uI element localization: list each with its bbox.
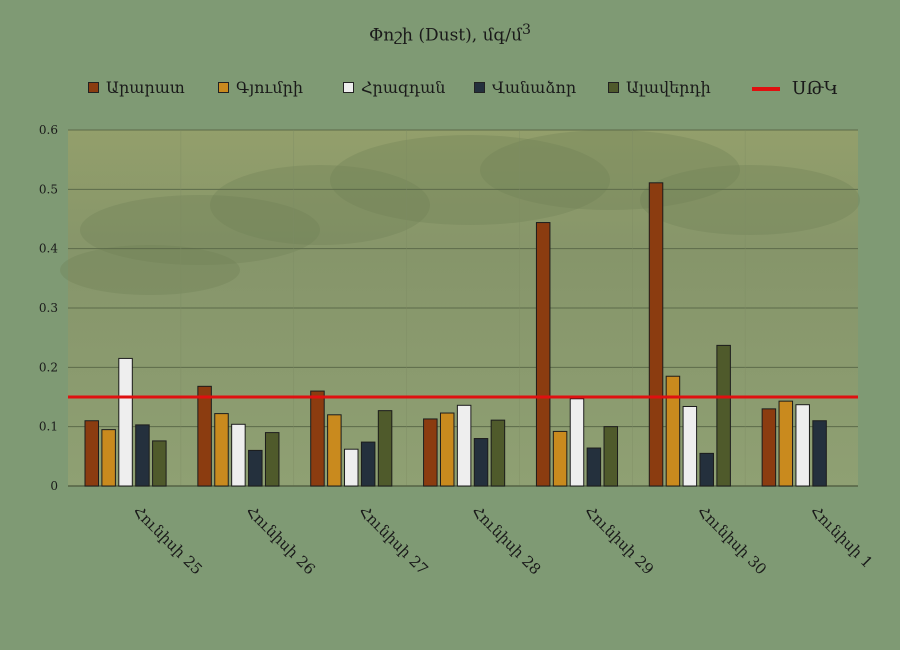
legend-swatch [88,82,99,93]
bar-Հրազդան-Հունիսի 27 [344,448,359,487]
bar-Արարատ-Հունիսի 30 [648,182,664,487]
bar-Գյումրի-Հունիսի 29 [552,430,568,487]
legend-label: Արարատ [106,78,185,97]
bar-Վանաձոր-Հունիսի 25 [135,424,150,487]
legend-item: Ալավերդի [608,78,711,97]
bar-Ալավերդի-Հունիսի 30 [716,344,731,487]
bar-Վանաձոր-Հունիսի 28 [473,438,489,487]
x-tick-label: Հունիսի 25 [130,502,206,578]
y-tick-label: 0 [50,479,58,493]
bar-Գյումրի-Հունիսի 28 [439,412,455,487]
bar-Վանաձոր-Հունիսի 27 [360,441,376,487]
bar-Գյումրի-Հունիսի 30 [665,375,681,487]
bar-Ալավերդի-Հունիսի 25 [152,440,167,487]
bar-Վանաձոր-Հունիսի 30 [699,452,714,487]
chart-title-text: Փոշի (Dust), մգ/մ [368,25,523,46]
bar-Վանաձոր-Հունիսի 1 [812,420,827,487]
x-tick-label: Հունիսի 26 [242,502,318,578]
bar-Գյումրի-Հունիսի 27 [327,414,342,487]
legend-item: Գյումրի [218,78,303,97]
bar-Գյումրի-Հունիսի 26 [214,413,229,487]
bar-Ալավերդի-Հունիսի 28 [490,419,506,487]
bar-Վանաձոր-Հունիսի 29 [586,447,602,487]
bar-Արարատ-Հունիսի 25 [84,420,99,487]
background-cloud [480,130,740,210]
legend-label: Ալավերդի [626,78,711,97]
bar-Հրազդան-Հունիսի 1 [795,404,810,487]
bar-Գյումրի-Հունիսի 25 [101,429,116,487]
bar-Վանաձոր-Հունիսի 26 [248,449,263,487]
bar-Հրազդան-Հունիսի 25 [118,357,133,487]
y-tick-label: 0.3 [39,301,58,315]
bar-Արարատ-Հունիսի 29 [535,222,551,487]
y-tick-label: 0.6 [39,123,58,137]
background-cloud [60,245,240,295]
legend-swatch [474,82,485,93]
legend-swatch [218,82,229,93]
bar-Արարատ-Հունիսի 28 [423,418,438,487]
x-tick-label: Հունիսի 1 [807,502,877,572]
x-tick-label: Հունիսի 27 [355,502,431,578]
bar-Հրազդան-Հունիսի 28 [456,404,472,487]
legend-line-swatch [752,86,780,91]
bar-Արարատ-Հունիսի 27 [310,390,325,487]
legend-swatch [343,82,354,93]
bar-Արարատ-Հունիսի 26 [197,385,212,487]
chart-title-superscript: 3 [522,22,532,38]
legend-label: Հրազդան [361,78,446,97]
legend-item: Վանաձոր [474,78,576,97]
x-tick-label: Հունիսի 29 [581,502,657,578]
legend-label: ՍԹԿ [792,78,839,99]
legend-label: Գյումրի [236,78,304,97]
background-cloud [80,195,320,265]
x-tick-label: Հունիսի 30 [694,502,770,578]
x-tick-label: Հունիսի 28 [468,502,544,578]
bar-Հրազդան-Հունիսի 30 [682,405,698,487]
bar-Արարատ-Հունիսի 1 [761,408,777,487]
y-tick-label: 0.1 [39,420,58,434]
background-cloud [330,135,610,225]
bar-Հրազդան-Հունիսի 29 [569,398,585,487]
bar-Ալավերդի-Հունիսի 29 [603,426,619,487]
bar-Ալավերդի-Հունիսի 27 [377,410,393,487]
legend-item: Հրազդան [343,78,445,97]
chart-title: Փոշի (Dust), մգ/մ3 [0,22,900,46]
legend-item-reference: ՍԹԿ [752,78,838,99]
bar-Գյումրի-Հունիսի 1 [778,400,794,487]
y-tick-label: 0.4 [39,242,58,256]
legend-swatch [608,82,619,93]
legend-item: Արարատ [88,78,185,97]
y-tick-label: 0.5 [39,182,58,196]
legend: Արարատ Գյումրի Հրազդան Վանաձոր Ալավերդի ՍԹԿ [0,78,900,102]
legend-label: Վանաձոր [492,78,577,97]
background-cloud [210,165,430,245]
background-cloud [640,165,860,235]
y-tick-label: 0.2 [39,360,58,374]
bar-Ալավերդի-Հունիսի 26 [264,432,280,487]
bar-Հրազդան-Հունիսի 26 [231,423,246,487]
